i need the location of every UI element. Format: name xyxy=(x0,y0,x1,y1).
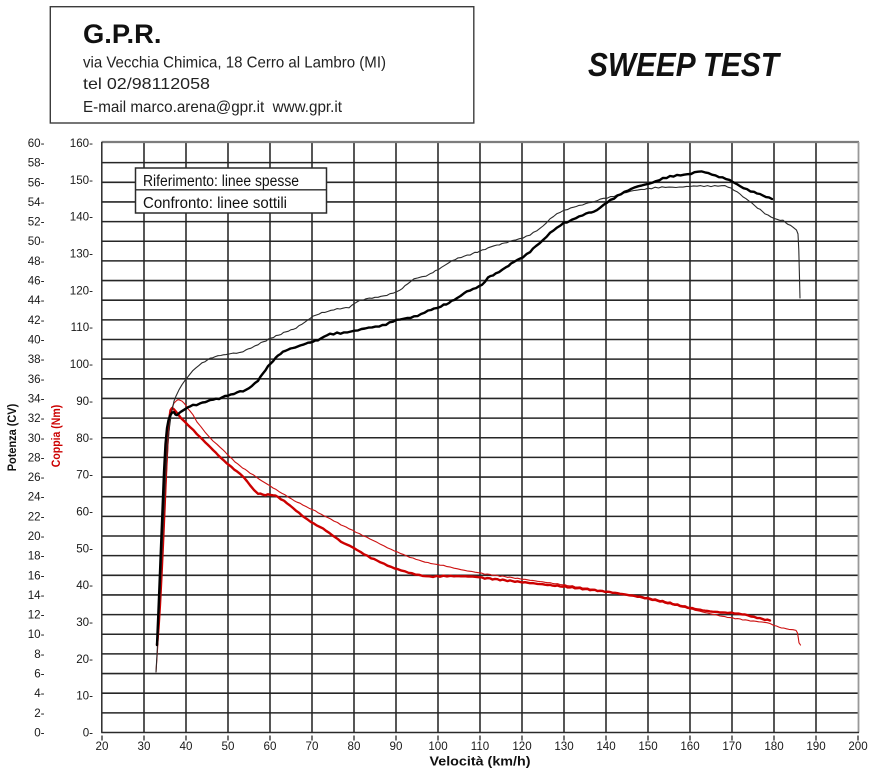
svg-text:30-: 30- xyxy=(28,432,45,445)
svg-text:via Vecchia Chimica, 18 Cerro: via Vecchia Chimica, 18 Cerro al Lambro … xyxy=(83,54,386,71)
svg-text:4-: 4- xyxy=(34,687,44,700)
svg-text:22-: 22- xyxy=(28,510,45,523)
svg-text:8-: 8- xyxy=(34,648,44,661)
svg-text:20-: 20- xyxy=(28,530,45,543)
svg-text:34-: 34- xyxy=(28,392,45,405)
svg-text:60-: 60- xyxy=(28,137,45,150)
svg-text:30-: 30- xyxy=(76,616,93,629)
svg-text:Confronto: linee sottili: Confronto: linee sottili xyxy=(143,195,287,212)
svg-text:160-: 160- xyxy=(70,137,93,150)
svg-text:100-: 100- xyxy=(70,358,93,371)
svg-text:26-: 26- xyxy=(28,471,45,484)
svg-text:10-: 10- xyxy=(76,690,93,703)
svg-text:200: 200 xyxy=(848,740,867,753)
svg-text:20-: 20- xyxy=(76,653,93,666)
svg-text:170: 170 xyxy=(722,740,741,753)
svg-text:90-: 90- xyxy=(76,395,93,408)
svg-text:160: 160 xyxy=(680,740,699,753)
svg-text:42-: 42- xyxy=(28,314,45,327)
svg-text:110-: 110- xyxy=(71,321,93,334)
svg-text:Potenza (CV): Potenza (CV) xyxy=(5,404,19,472)
svg-text:30: 30 xyxy=(138,740,151,753)
svg-text:44-: 44- xyxy=(28,294,45,307)
svg-text:40-: 40- xyxy=(76,579,93,592)
svg-text:140-: 140- xyxy=(70,211,93,224)
svg-text:58-: 58- xyxy=(28,157,45,170)
svg-text:150-: 150- xyxy=(70,174,93,187)
svg-text:20: 20 xyxy=(96,740,109,753)
svg-text:140: 140 xyxy=(596,740,615,753)
svg-text:Velocità (km/h): Velocità (km/h) xyxy=(430,755,531,769)
svg-text:50: 50 xyxy=(222,740,235,753)
svg-text:16-: 16- xyxy=(28,569,45,582)
svg-text:130-: 130- xyxy=(70,248,93,261)
svg-text:28-: 28- xyxy=(28,451,45,464)
svg-text:80: 80 xyxy=(348,740,361,753)
svg-text:38-: 38- xyxy=(28,353,45,366)
svg-text:32-: 32- xyxy=(28,412,45,425)
svg-text:52-: 52- xyxy=(28,216,45,229)
svg-text:150: 150 xyxy=(638,740,657,753)
svg-text:6-: 6- xyxy=(34,668,44,681)
svg-text:36-: 36- xyxy=(28,373,45,386)
svg-text:0-: 0- xyxy=(34,727,44,740)
svg-text:60: 60 xyxy=(264,740,277,753)
svg-text:48-: 48- xyxy=(28,255,45,268)
svg-text:E-mail marco.arena@gpr.it www: E-mail marco.arena@gpr.it www.gpr.it xyxy=(83,99,343,116)
svg-text:46-: 46- xyxy=(28,275,45,288)
svg-text:G.P.R.: G.P.R. xyxy=(83,19,162,49)
svg-text:60-: 60- xyxy=(76,505,93,518)
svg-text:10-: 10- xyxy=(28,628,45,641)
svg-text:2-: 2- xyxy=(34,707,44,720)
svg-text:100: 100 xyxy=(428,740,447,753)
svg-text:90: 90 xyxy=(390,740,403,753)
svg-text:40-: 40- xyxy=(28,334,45,347)
svg-text:Riferimento: linee spesse: Riferimento: linee spesse xyxy=(143,173,299,190)
svg-text:56-: 56- xyxy=(28,176,45,189)
svg-text:Coppia (Nm): Coppia (Nm) xyxy=(49,405,63,468)
svg-text:70: 70 xyxy=(306,740,319,753)
svg-text:110: 110 xyxy=(471,740,489,753)
svg-text:0-: 0- xyxy=(83,727,93,740)
svg-text:50-: 50- xyxy=(28,235,45,248)
svg-text:12-: 12- xyxy=(28,609,45,622)
svg-text:tel 02/98112058: tel 02/98112058 xyxy=(83,76,210,93)
svg-text:120-: 120- xyxy=(70,284,93,297)
svg-text:SWEEP TEST: SWEEP TEST xyxy=(588,46,782,83)
svg-text:14-: 14- xyxy=(28,589,45,602)
svg-text:70-: 70- xyxy=(76,469,93,482)
svg-text:130: 130 xyxy=(554,740,573,753)
svg-text:80-: 80- xyxy=(76,432,93,445)
svg-text:190: 190 xyxy=(806,740,825,753)
svg-text:40: 40 xyxy=(180,740,193,753)
svg-text:18-: 18- xyxy=(28,550,45,563)
svg-text:120: 120 xyxy=(512,740,531,753)
svg-text:54-: 54- xyxy=(28,196,45,209)
svg-text:50-: 50- xyxy=(76,542,93,555)
svg-text:180: 180 xyxy=(764,740,783,753)
svg-text:24-: 24- xyxy=(28,491,45,504)
